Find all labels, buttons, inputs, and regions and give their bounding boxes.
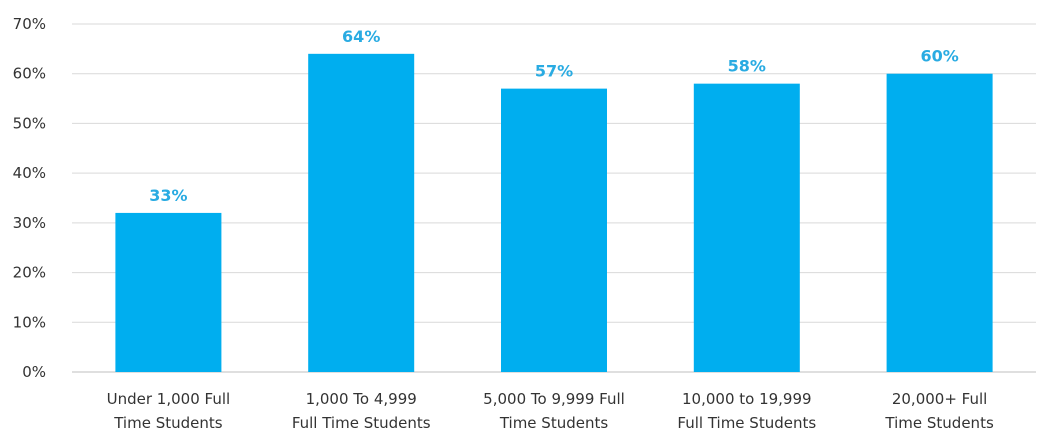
category-label: 5,000 To 9,999 Full: [483, 390, 625, 408]
category-label: 1,000 To 4,999: [306, 390, 417, 408]
y-tick-label: 40%: [13, 164, 46, 182]
y-axis-tick-labels: 0% 10% 20% 30% 40% 50% 60% 70%: [13, 15, 46, 381]
category-label: Time Students: [499, 414, 609, 432]
y-tick-label: 70%: [13, 15, 46, 33]
y-tick-label: 10%: [13, 313, 46, 331]
y-tick-label: 30%: [13, 214, 46, 232]
data-label: 33%: [149, 186, 187, 205]
y-tick-label: 60%: [13, 65, 46, 83]
category-label: Time Students: [884, 414, 994, 432]
y-tick-label: 50%: [13, 114, 46, 132]
bar: [115, 212, 222, 372]
category-label: 20,000+ Full: [892, 390, 987, 408]
y-tick-label: 0%: [22, 363, 46, 381]
bar: [501, 88, 607, 372]
data-labels: 33% 64% 57% 58% 60%: [149, 27, 958, 205]
category-label: 10,000 to 19,999: [682, 390, 812, 408]
bar: [308, 53, 415, 372]
category-label: Under 1,000 Full: [107, 390, 231, 408]
category-label: Time Students: [113, 414, 223, 432]
bars: [115, 53, 993, 373]
bar: [693, 83, 800, 373]
data-label: 58%: [728, 57, 766, 76]
bar: [886, 73, 993, 372]
category-label: Full Time Students: [677, 414, 816, 432]
data-label: 60%: [920, 47, 958, 66]
category-label: Full Time Students: [292, 414, 431, 432]
data-label: 64%: [342, 27, 380, 46]
data-label: 57%: [535, 62, 573, 81]
y-tick-label: 20%: [13, 264, 46, 282]
x-axis-category-labels: Under 1,000 Full Time Students 1,000 To 4,…: [107, 390, 994, 432]
